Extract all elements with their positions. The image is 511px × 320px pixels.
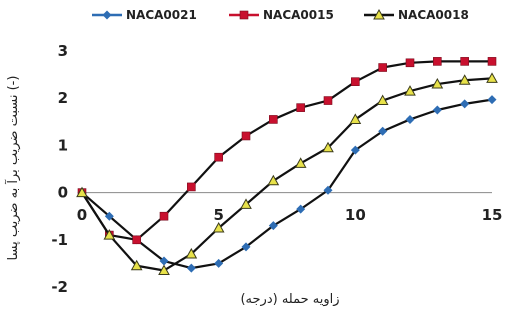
data-point bbox=[323, 96, 333, 105]
data-point bbox=[158, 264, 170, 275]
data-point bbox=[104, 211, 114, 221]
series-NACA0015 bbox=[77, 57, 497, 245]
data-point bbox=[486, 72, 498, 83]
x-tick-label: 0 bbox=[77, 206, 87, 224]
tick-labels: -2 -1 0 1 2 3 0 5 10 15 bbox=[51, 42, 502, 296]
y-tick-label: 1 bbox=[58, 136, 68, 154]
y-tick-label: 3 bbox=[58, 42, 68, 60]
data-point bbox=[186, 263, 196, 273]
legend-label: NACA0018 bbox=[398, 8, 469, 22]
data-point bbox=[212, 221, 225, 233]
series-line bbox=[81, 60, 492, 241]
series-line bbox=[81, 98, 493, 270]
data-point bbox=[159, 256, 169, 266]
series-layer bbox=[76, 57, 498, 275]
data-point bbox=[405, 58, 415, 68]
data-point bbox=[241, 242, 251, 252]
y-axis-title-text: نسبت ضریب برآ به ضریب پسا (-) bbox=[4, 76, 21, 261]
data-point bbox=[241, 131, 251, 141]
data-point bbox=[431, 78, 444, 89]
data-point bbox=[187, 182, 196, 192]
data-point bbox=[130, 259, 143, 271]
data-point bbox=[378, 126, 388, 136]
data-point bbox=[323, 185, 333, 195]
data-point bbox=[296, 204, 306, 214]
data-point bbox=[322, 141, 334, 153]
data-point bbox=[268, 221, 278, 231]
data-point bbox=[487, 95, 497, 105]
data-point bbox=[405, 114, 415, 124]
series-NACA0021 bbox=[77, 95, 497, 273]
data-point bbox=[432, 105, 442, 115]
data-point bbox=[185, 247, 198, 259]
x-tick-label: 15 bbox=[482, 206, 503, 224]
y-axis-title: نسبت ضریب برآ به ضریب پسا (-) bbox=[4, 76, 21, 261]
data-point bbox=[214, 258, 224, 268]
legend-label: NACA0021 bbox=[126, 8, 197, 22]
data-point bbox=[349, 113, 362, 124]
data-point bbox=[132, 235, 141, 245]
series-NACA0018 bbox=[76, 72, 498, 275]
data-point bbox=[458, 74, 471, 85]
x-tick-label: 5 bbox=[213, 206, 223, 224]
legend-marker bbox=[373, 8, 385, 20]
data-point bbox=[103, 229, 116, 240]
legend: NACA0021 NACA0015 NACA0018 bbox=[92, 8, 469, 22]
data-point bbox=[460, 57, 469, 66]
data-point bbox=[296, 103, 305, 112]
series-line bbox=[81, 77, 493, 272]
legend-marker bbox=[102, 10, 112, 20]
data-point bbox=[76, 186, 88, 198]
data-point bbox=[267, 174, 280, 186]
data-point bbox=[378, 63, 387, 72]
data-point bbox=[294, 157, 307, 168]
data-point bbox=[404, 85, 416, 96]
data-point bbox=[376, 94, 389, 106]
data-point bbox=[487, 57, 497, 66]
y-tick-label: 0 bbox=[58, 184, 68, 202]
legend-label: NACA0015 bbox=[263, 8, 334, 22]
data-point bbox=[433, 57, 442, 66]
data-point bbox=[269, 115, 278, 124]
x-tick-label: 10 bbox=[345, 206, 366, 224]
data-point bbox=[214, 152, 223, 162]
x-axis-title: زاویه حمله (درجه) bbox=[240, 292, 339, 307]
data-point bbox=[240, 198, 252, 209]
data-point bbox=[350, 145, 360, 155]
data-point bbox=[159, 211, 169, 221]
y-tick-label: -1 bbox=[51, 231, 68, 249]
data-point bbox=[460, 99, 470, 109]
y-tick-label: 2 bbox=[58, 89, 68, 107]
data-point bbox=[351, 77, 360, 86]
legend-marker bbox=[239, 10, 249, 20]
y-tick-label: -2 bbox=[51, 278, 68, 296]
